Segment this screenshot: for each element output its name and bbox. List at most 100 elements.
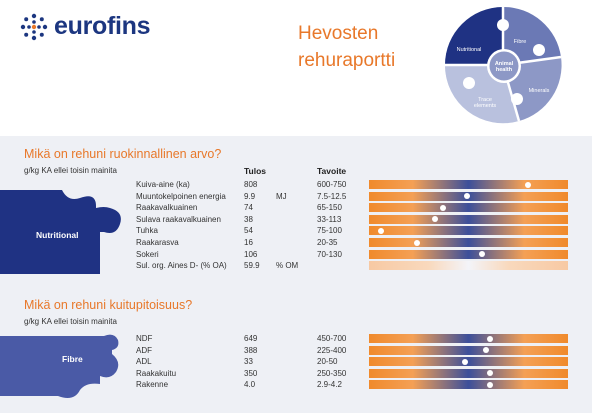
- row-target: 75-100: [317, 226, 342, 236]
- range-marker: [377, 227, 384, 234]
- range-marker: [461, 358, 468, 365]
- wheel-segment-nutritional: [445, 7, 503, 65]
- range-marker: [525, 181, 532, 188]
- row-value: 106: [244, 249, 258, 259]
- wheel-center-line1: Animal: [495, 61, 514, 67]
- column-header-target: Tavoite: [317, 166, 347, 176]
- row-target: 600-750: [317, 180, 347, 189]
- row-name: ADF: [136, 345, 152, 355]
- wheel-label-nutritional: Nutritional: [457, 47, 482, 53]
- report-body: Mikä on rehuni ruokinnallinen arvo? g/kg…: [0, 136, 592, 413]
- wheel-label-elements: elements: [474, 103, 497, 109]
- range-marker: [439, 204, 446, 211]
- row-name: Rakenne: [136, 380, 169, 390]
- row-name: Raakavalkuainen: [136, 203, 198, 213]
- row-target: 225-400: [317, 345, 347, 355]
- range-marker: [463, 193, 470, 200]
- row-value: 388: [244, 345, 258, 355]
- column-header-result: Tulos: [244, 166, 267, 176]
- row-value: 649: [244, 334, 258, 343]
- table-row: Raakarasva 16 20-35: [0, 237, 592, 249]
- table-row: Kuiva-aine (ka) 808 600-750: [0, 179, 592, 191]
- range-marker: [487, 370, 494, 377]
- range-bar: [369, 214, 568, 224]
- row-value: 54: [244, 226, 253, 236]
- table-row: NDF 649 450-700: [0, 333, 592, 345]
- table-row: Muuntokelpoinen energia 9.9 MJ 7.5-12.5: [0, 191, 592, 203]
- table-row: Rakenne 4.0 2.9-4.2: [0, 379, 592, 391]
- row-unit: % OM: [276, 261, 299, 271]
- row-target: 2.9-4.2: [317, 380, 342, 390]
- row-target: 7.5-12.5: [317, 191, 347, 201]
- range-bar: [369, 368, 568, 378]
- row-name: Muuntokelpoinen energia: [136, 191, 226, 201]
- row-value: 350: [244, 368, 258, 378]
- nutritional-puzzle-label: Nutritional: [36, 230, 79, 240]
- range-bar: [369, 180, 568, 189]
- table-row: Raakavalkuainen 74 65-150: [0, 202, 592, 214]
- row-value: 38: [244, 214, 253, 224]
- range-marker: [483, 347, 490, 354]
- nutrition-section-subtitle: g/kg KA ellei toisin mainita: [24, 166, 117, 175]
- table-row: Sulava raakavalkuainen 38 33-113: [0, 214, 592, 226]
- row-value: 9.9: [244, 191, 256, 201]
- row-name: Kuiva-aine (ka): [136, 180, 190, 189]
- row-target: 250-350: [317, 368, 347, 378]
- eurofins-logo-icon: [20, 13, 48, 40]
- fibre-puzzle-label: Fibre: [62, 354, 83, 364]
- row-name: NDF: [136, 334, 153, 343]
- row-unit: MJ: [276, 191, 287, 201]
- range-bar: [369, 380, 568, 390]
- wheel-label-trace: Trace: [478, 97, 492, 103]
- row-name: Raakarasva: [136, 238, 179, 247]
- table-row: Tuhka 54 75-100: [0, 225, 592, 237]
- range-bar: [369, 226, 568, 236]
- row-target: 65-150: [317, 203, 342, 213]
- range-bar: [369, 261, 568, 271]
- row-name: Tuhka: [136, 226, 158, 236]
- wheel-segment-fibre: [503, 6, 561, 66]
- report-title-line1: Hevosten: [298, 23, 379, 44]
- range-bar: [369, 357, 568, 367]
- table-row: Raakakuitu 350 250-350: [0, 368, 592, 380]
- animal-health-wheel: Animal health Fibre Minerals Trace eleme…: [444, 6, 562, 124]
- row-name: Sulava raakavalkuainen: [136, 214, 221, 224]
- wheel-label-minerals: Minerals: [529, 88, 550, 94]
- brand-name: eurofins: [54, 12, 151, 40]
- eurofins-logo: eurofins: [20, 12, 151, 41]
- row-target: 20-35: [317, 238, 338, 247]
- row-value: 4.0: [244, 380, 256, 390]
- nutrition-section-title: Mikä on rehuni ruokinnallinen arvo?: [24, 147, 222, 161]
- fibre-section-subtitle: g/kg KA ellei toisin mainita: [24, 317, 117, 326]
- range-marker: [413, 239, 420, 246]
- range-marker: [487, 381, 494, 388]
- fibre-section-title: Mikä on rehuni kuitupitoisuus?: [24, 298, 193, 312]
- range-marker: [479, 251, 486, 258]
- nutritional-puzzle-piece: Nutritional: [0, 190, 121, 274]
- table-row: ADL 33 20-50: [0, 356, 592, 368]
- wheel-label-fibre: Fibre: [514, 39, 527, 45]
- row-value: 33: [244, 357, 253, 367]
- row-value: 808: [244, 180, 258, 189]
- row-target: 33-113: [317, 214, 342, 224]
- row-name: ADL: [136, 357, 152, 367]
- range-bar: [369, 238, 568, 247]
- report-title-line2: rehuraportti: [298, 50, 396, 71]
- row-name: Sul. org. Aines D- (% OA): [136, 261, 227, 271]
- row-value: 16: [244, 238, 253, 247]
- range-marker: [487, 335, 494, 342]
- table-row: Sul. org. Aines D- (% OA) 59.9 % OM: [0, 260, 592, 272]
- range-marker: [431, 216, 438, 223]
- table-row: ADF 388 225-400: [0, 345, 592, 357]
- row-target: 450-700: [317, 334, 347, 343]
- range-bar: [369, 334, 568, 343]
- range-bar: [369, 345, 568, 355]
- row-value: 59.9: [244, 261, 260, 271]
- report-header: eurofins Hevosten rehuraportti Animal he…: [0, 0, 592, 136]
- report-title: Hevosten rehuraportti: [298, 20, 438, 74]
- row-target: 70-130: [317, 249, 342, 259]
- range-bar: [369, 191, 568, 201]
- row-name: Sokeri: [136, 249, 159, 259]
- fibre-puzzle-piece: Fibre: [0, 334, 119, 398]
- table-row: Sokeri 106 70-130: [0, 249, 592, 261]
